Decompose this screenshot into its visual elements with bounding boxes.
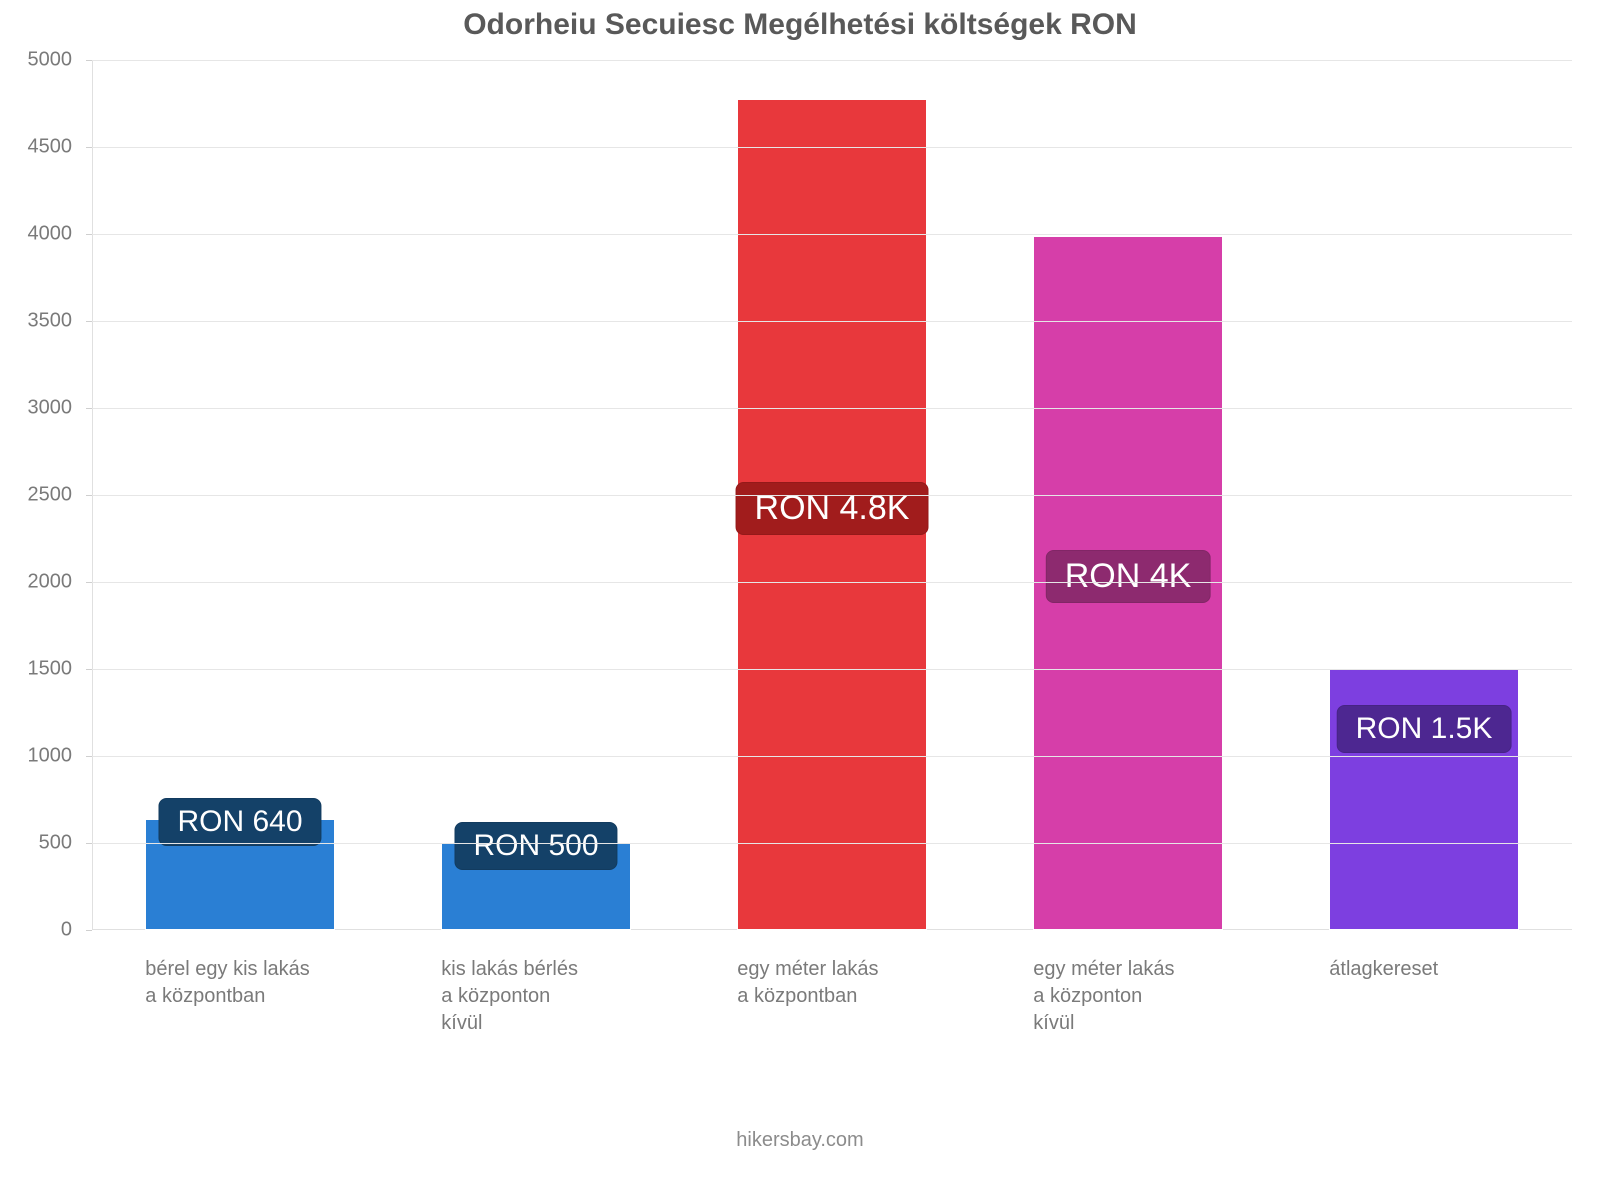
grid-line	[92, 669, 1572, 670]
y-tick-mark	[86, 408, 92, 409]
x-axis-label: bérel egy kis lakás a központban	[145, 956, 374, 1010]
y-tick-mark	[86, 669, 92, 670]
y-tick-label: 0	[2, 919, 86, 942]
y-tick-mark	[86, 582, 92, 583]
grid-line	[92, 147, 1572, 148]
grid-line	[92, 321, 1572, 322]
bar-value-badge: RON 500	[454, 822, 617, 870]
y-tick-label: 3500	[2, 310, 86, 333]
y-tick-mark	[86, 234, 92, 235]
grid-line	[92, 408, 1572, 409]
grid-line	[92, 60, 1572, 61]
y-tick-mark	[86, 60, 92, 61]
credit-text: hikersbay.com	[0, 1129, 1600, 1152]
y-tick-mark	[86, 147, 92, 148]
grid-line	[92, 234, 1572, 235]
y-tick-mark	[86, 756, 92, 757]
y-tick-label: 1000	[2, 745, 86, 768]
y-tick-label: 2000	[2, 571, 86, 594]
bar-value-badge: RON 4.8K	[736, 482, 929, 535]
bar-value-badge: RON 640	[158, 798, 321, 846]
x-axis-label: átlagkereset	[1329, 956, 1558, 983]
bar-value-badge: RON 1.5K	[1337, 705, 1512, 753]
x-axis-label: kis lakás bérlés a központon kívül	[441, 956, 670, 1037]
grid-line	[92, 843, 1572, 844]
x-axis-labels: bérel egy kis lakás a központban kis laká…	[92, 956, 1572, 1116]
chart-container: Odorheiu Secuiesc Megélhetési költségek …	[0, 0, 1600, 1200]
y-tick-mark	[86, 321, 92, 322]
grid-line	[92, 582, 1572, 583]
y-tick-label: 4500	[2, 136, 86, 159]
y-tick-label: 5000	[2, 49, 86, 72]
y-tick-label: 500	[2, 832, 86, 855]
y-tick-mark	[86, 843, 92, 844]
y-tick-mark	[86, 930, 92, 931]
grid-line	[92, 495, 1572, 496]
y-tick-label: 4000	[2, 223, 86, 246]
chart-title: Odorheiu Secuiesc Megélhetési költségek …	[0, 8, 1600, 42]
y-tick-label: 3000	[2, 397, 86, 420]
x-axis-label: egy méter lakás a központban	[737, 956, 966, 1010]
y-tick-label: 2500	[2, 484, 86, 507]
bar-value-badge: RON 4K	[1046, 550, 1211, 603]
y-tick-label: 1500	[2, 658, 86, 681]
y-tick-mark	[86, 495, 92, 496]
plot-area: RON 640RON 500RON 4.8KRON 4KRON 1.5K 050…	[92, 60, 1572, 930]
grid-line	[92, 756, 1572, 757]
x-axis-label: egy méter lakás a központon kívül	[1033, 956, 1262, 1037]
